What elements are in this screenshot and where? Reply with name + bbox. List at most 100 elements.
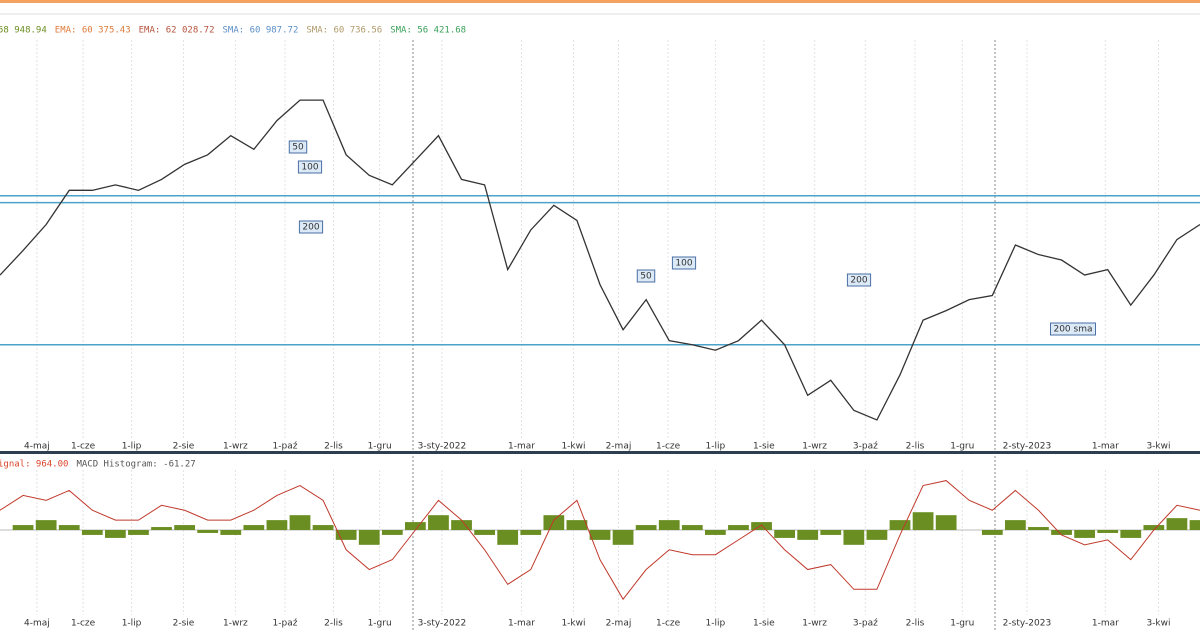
x-tick-label: 1-kwi bbox=[561, 442, 585, 452]
histogram-bar bbox=[681, 525, 703, 530]
histogram-bar bbox=[405, 522, 426, 530]
histogram-bar bbox=[1189, 520, 1200, 530]
histogram-bar bbox=[1166, 518, 1188, 530]
legend-entry: SMA: 56 421.68 bbox=[390, 26, 466, 36]
plot-layer: 58 948.94 EMA: 60 375.43 EMA: 62 028.72 SMA… bbox=[0, 26, 1200, 629]
ma-annotation: 200 bbox=[850, 276, 867, 286]
x-tick-label: 2-lis bbox=[324, 619, 343, 629]
legend-entry: 58 948.94 bbox=[0, 26, 47, 36]
x-tick-label: 1-lip bbox=[706, 619, 726, 629]
histogram-bar bbox=[128, 530, 149, 535]
histogram-bar bbox=[520, 530, 542, 535]
histogram-bar bbox=[58, 525, 80, 530]
histogram-bar bbox=[358, 530, 380, 545]
histogram-bar bbox=[289, 515, 311, 530]
annotation-box bbox=[636, 269, 656, 283]
histogram-bar bbox=[497, 530, 519, 545]
x-tick-label: 3-kwi bbox=[1146, 442, 1170, 452]
x-tick-label: 2-sty-2023 bbox=[1003, 442, 1052, 452]
legend-entry: EMA: 60 375.43 bbox=[55, 26, 131, 36]
histogram-bar bbox=[81, 530, 103, 535]
x-tick-label: 1-paź bbox=[273, 619, 298, 629]
histogram-bar bbox=[1051, 530, 1072, 535]
x-tick-label: 1-cze bbox=[71, 442, 96, 452]
histogram-bar bbox=[312, 525, 334, 530]
ma-annotation: 50 bbox=[640, 272, 652, 282]
x-tick-label: 2-sty-2023 bbox=[1003, 619, 1052, 629]
x-tick-label: 1-lip bbox=[122, 442, 142, 452]
x-tick-label: 2-lis bbox=[906, 442, 925, 452]
histogram-bar bbox=[474, 530, 495, 535]
histogram-bar bbox=[912, 512, 934, 530]
histogram-bar bbox=[658, 520, 680, 530]
histogram-bar bbox=[889, 520, 911, 530]
histogram-bar bbox=[728, 525, 749, 530]
price-line bbox=[0, 99, 1200, 421]
ma-annotation: 100 bbox=[675, 259, 692, 269]
x-tick-label: 1-wrz bbox=[802, 442, 827, 452]
x-tick-label: 1-kwi bbox=[561, 619, 585, 629]
histogram-bar bbox=[12, 525, 34, 530]
histogram-bar bbox=[1005, 520, 1026, 530]
histogram-bar bbox=[705, 530, 726, 535]
ma-annotation: 50 bbox=[292, 143, 304, 153]
histogram-bar bbox=[451, 520, 472, 530]
x-tick-label: 1-gru bbox=[950, 619, 974, 629]
histogram-bar bbox=[635, 525, 657, 530]
histogram-bar bbox=[243, 525, 265, 530]
x-tick-label: 3-paź bbox=[853, 619, 878, 629]
histogram-bar bbox=[1143, 525, 1165, 530]
x-tick-label: 1-gru bbox=[950, 442, 974, 452]
x-tick-label: 1-sie bbox=[753, 619, 775, 629]
histogram-bar bbox=[843, 530, 865, 545]
histogram-bar bbox=[612, 530, 634, 545]
histogram-bar bbox=[589, 530, 611, 540]
histogram-bar bbox=[151, 527, 172, 530]
x-tick-label: 4-maj bbox=[24, 619, 50, 629]
histogram-bar bbox=[335, 530, 357, 540]
histogram-bar bbox=[1074, 530, 1095, 538]
histogram-bar bbox=[866, 530, 888, 540]
annotation-box bbox=[297, 160, 323, 174]
x-tick-label: 1-mar bbox=[508, 442, 535, 452]
annotation-box bbox=[671, 256, 697, 270]
histogram-bar bbox=[774, 530, 795, 538]
x-tick-label: 1-wrz bbox=[223, 619, 248, 629]
histogram-bar bbox=[1097, 530, 1119, 533]
histogram-bar bbox=[220, 530, 242, 535]
x-tick-label: 3-sty-2022 bbox=[418, 619, 467, 629]
annotation-box bbox=[298, 220, 324, 234]
histogram-bar bbox=[981, 530, 1003, 535]
ma-annotation: 100 bbox=[301, 163, 318, 173]
x-tick-label: 3-sty-2022 bbox=[418, 442, 467, 452]
legend-entry: ignal: 964.00 bbox=[0, 460, 68, 470]
histogram-bar bbox=[35, 520, 57, 530]
x-tick-label: 1-wrz bbox=[223, 442, 248, 452]
x-tick-label: 1-sie bbox=[753, 442, 775, 452]
x-tick-label: 1-wrz bbox=[802, 619, 827, 629]
ma-annotation: 200 bbox=[302, 223, 319, 233]
x-tick-label: 1-cze bbox=[656, 442, 681, 452]
annotation-box bbox=[846, 273, 872, 287]
histogram-bar bbox=[543, 515, 565, 530]
x-tick-label: 1-cze bbox=[71, 619, 96, 629]
histogram-bar bbox=[820, 530, 842, 535]
histogram-bar bbox=[174, 525, 195, 530]
x-tick-label: 1-gru bbox=[368, 619, 392, 629]
x-tick-label: 4-maj bbox=[24, 442, 50, 452]
x-tick-label: 1-cze bbox=[656, 619, 681, 629]
histogram-bar bbox=[105, 530, 126, 538]
histogram-bar bbox=[428, 515, 449, 530]
ma-annotation: 200 sma bbox=[1053, 325, 1092, 335]
x-tick-label: 1-mar bbox=[1092, 619, 1119, 629]
x-tick-label: 1-gru bbox=[368, 442, 392, 452]
histogram-bar bbox=[266, 520, 288, 530]
x-tick-label: 1-lip bbox=[122, 619, 142, 629]
histogram-bar bbox=[751, 522, 772, 530]
x-tick-label: 1-lip bbox=[706, 442, 726, 452]
annotation-box bbox=[1049, 322, 1097, 336]
x-tick-label: 2-maj bbox=[606, 619, 632, 629]
histogram-bar bbox=[381, 530, 403, 535]
panel-divider bbox=[0, 451, 1200, 454]
